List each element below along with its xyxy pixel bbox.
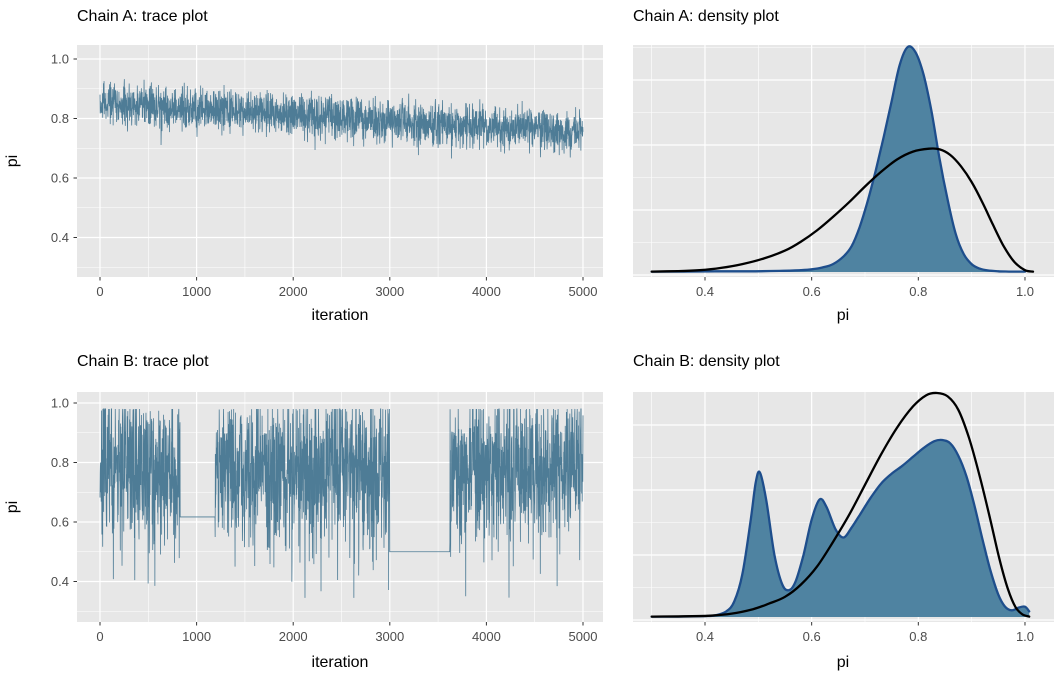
svg-text:2000: 2000 bbox=[279, 284, 308, 299]
svg-text:1.0: 1.0 bbox=[1016, 284, 1034, 299]
chain-b-trace-panel: 0.4 0.6 0.8 1.0 0 1000 2000 3000 4000 5000 bbox=[51, 392, 603, 644]
svg-text:5000: 5000 bbox=[569, 284, 598, 299]
svg-text:5000: 5000 bbox=[569, 629, 598, 644]
svg-text:4000: 4000 bbox=[472, 629, 501, 644]
chain-b-density-fill bbox=[651, 439, 1030, 617]
svg-text:0.8: 0.8 bbox=[51, 455, 69, 470]
chain-a-density-reference-curve bbox=[650, 147, 1035, 273]
svg-text:0.4: 0.4 bbox=[696, 629, 714, 644]
y-axis-title-chain-b-trace: pi bbox=[4, 500, 21, 514]
svg-text:3000: 3000 bbox=[375, 284, 404, 299]
svg-text:0.8: 0.8 bbox=[51, 111, 69, 126]
svg-text:0.6: 0.6 bbox=[803, 629, 821, 644]
plot-title-chain-a-trace: Chain A: trace plot bbox=[77, 8, 208, 25]
svg-text:0: 0 bbox=[96, 284, 103, 299]
chain-a-trace-line bbox=[99, 79, 584, 159]
chain-b-trace-line bbox=[99, 408, 584, 598]
svg-text:1.0: 1.0 bbox=[1016, 629, 1034, 644]
plot-title-chain-b-trace: Chain B: trace plot bbox=[77, 353, 209, 370]
svg-text:0.4: 0.4 bbox=[51, 574, 69, 589]
x-axis-title-chain-a-density: pi bbox=[836, 307, 850, 324]
svg-text:2000: 2000 bbox=[279, 629, 308, 644]
x-axis-title-chain-a-trace: iteration bbox=[311, 307, 369, 324]
svg-text:0.6: 0.6 bbox=[51, 171, 69, 186]
svg-text:0.4: 0.4 bbox=[696, 284, 714, 299]
svg-text:1000: 1000 bbox=[182, 284, 211, 299]
chain-a-density-panel: 0.4 0.6 0.8 1.0 bbox=[633, 45, 1054, 299]
chain-b-density-outline bbox=[650, 438, 1031, 618]
y-axis-title-chain-a-trace: pi bbox=[4, 154, 21, 168]
plot-title-chain-b-density: Chain B: density plot bbox=[633, 353, 780, 370]
x-axis-title-chain-b-trace: iteration bbox=[311, 654, 369, 671]
svg-text:0.6: 0.6 bbox=[51, 515, 69, 530]
svg-text:0.8: 0.8 bbox=[909, 284, 927, 299]
svg-text:4000: 4000 bbox=[472, 284, 501, 299]
chain-a-trace-panel: 0.4 0.6 0.8 1.0 0 1000 2000 3000 4000 5000 bbox=[51, 45, 603, 299]
chain-a-density-outline bbox=[650, 45, 1027, 273]
svg-text:0.6: 0.6 bbox=[803, 284, 821, 299]
chain-b-density-reference-curve bbox=[650, 391, 1031, 618]
svg-text:1.0: 1.0 bbox=[51, 52, 69, 67]
chain-b-density-panel: 0.4 0.6 0.8 1.0 bbox=[633, 391, 1054, 644]
svg-text:1.0: 1.0 bbox=[51, 396, 69, 411]
svg-text:3000: 3000 bbox=[375, 629, 404, 644]
plot-title-chain-a-density: Chain A: density plot bbox=[633, 8, 779, 25]
x-axis-title-chain-b-density: pi bbox=[836, 654, 850, 671]
svg-text:0: 0 bbox=[96, 629, 103, 644]
svg-text:1000: 1000 bbox=[182, 629, 211, 644]
svg-text:0.4: 0.4 bbox=[51, 230, 69, 245]
svg-text:0.8: 0.8 bbox=[909, 629, 927, 644]
chain-a-density-fill bbox=[651, 46, 1025, 273]
